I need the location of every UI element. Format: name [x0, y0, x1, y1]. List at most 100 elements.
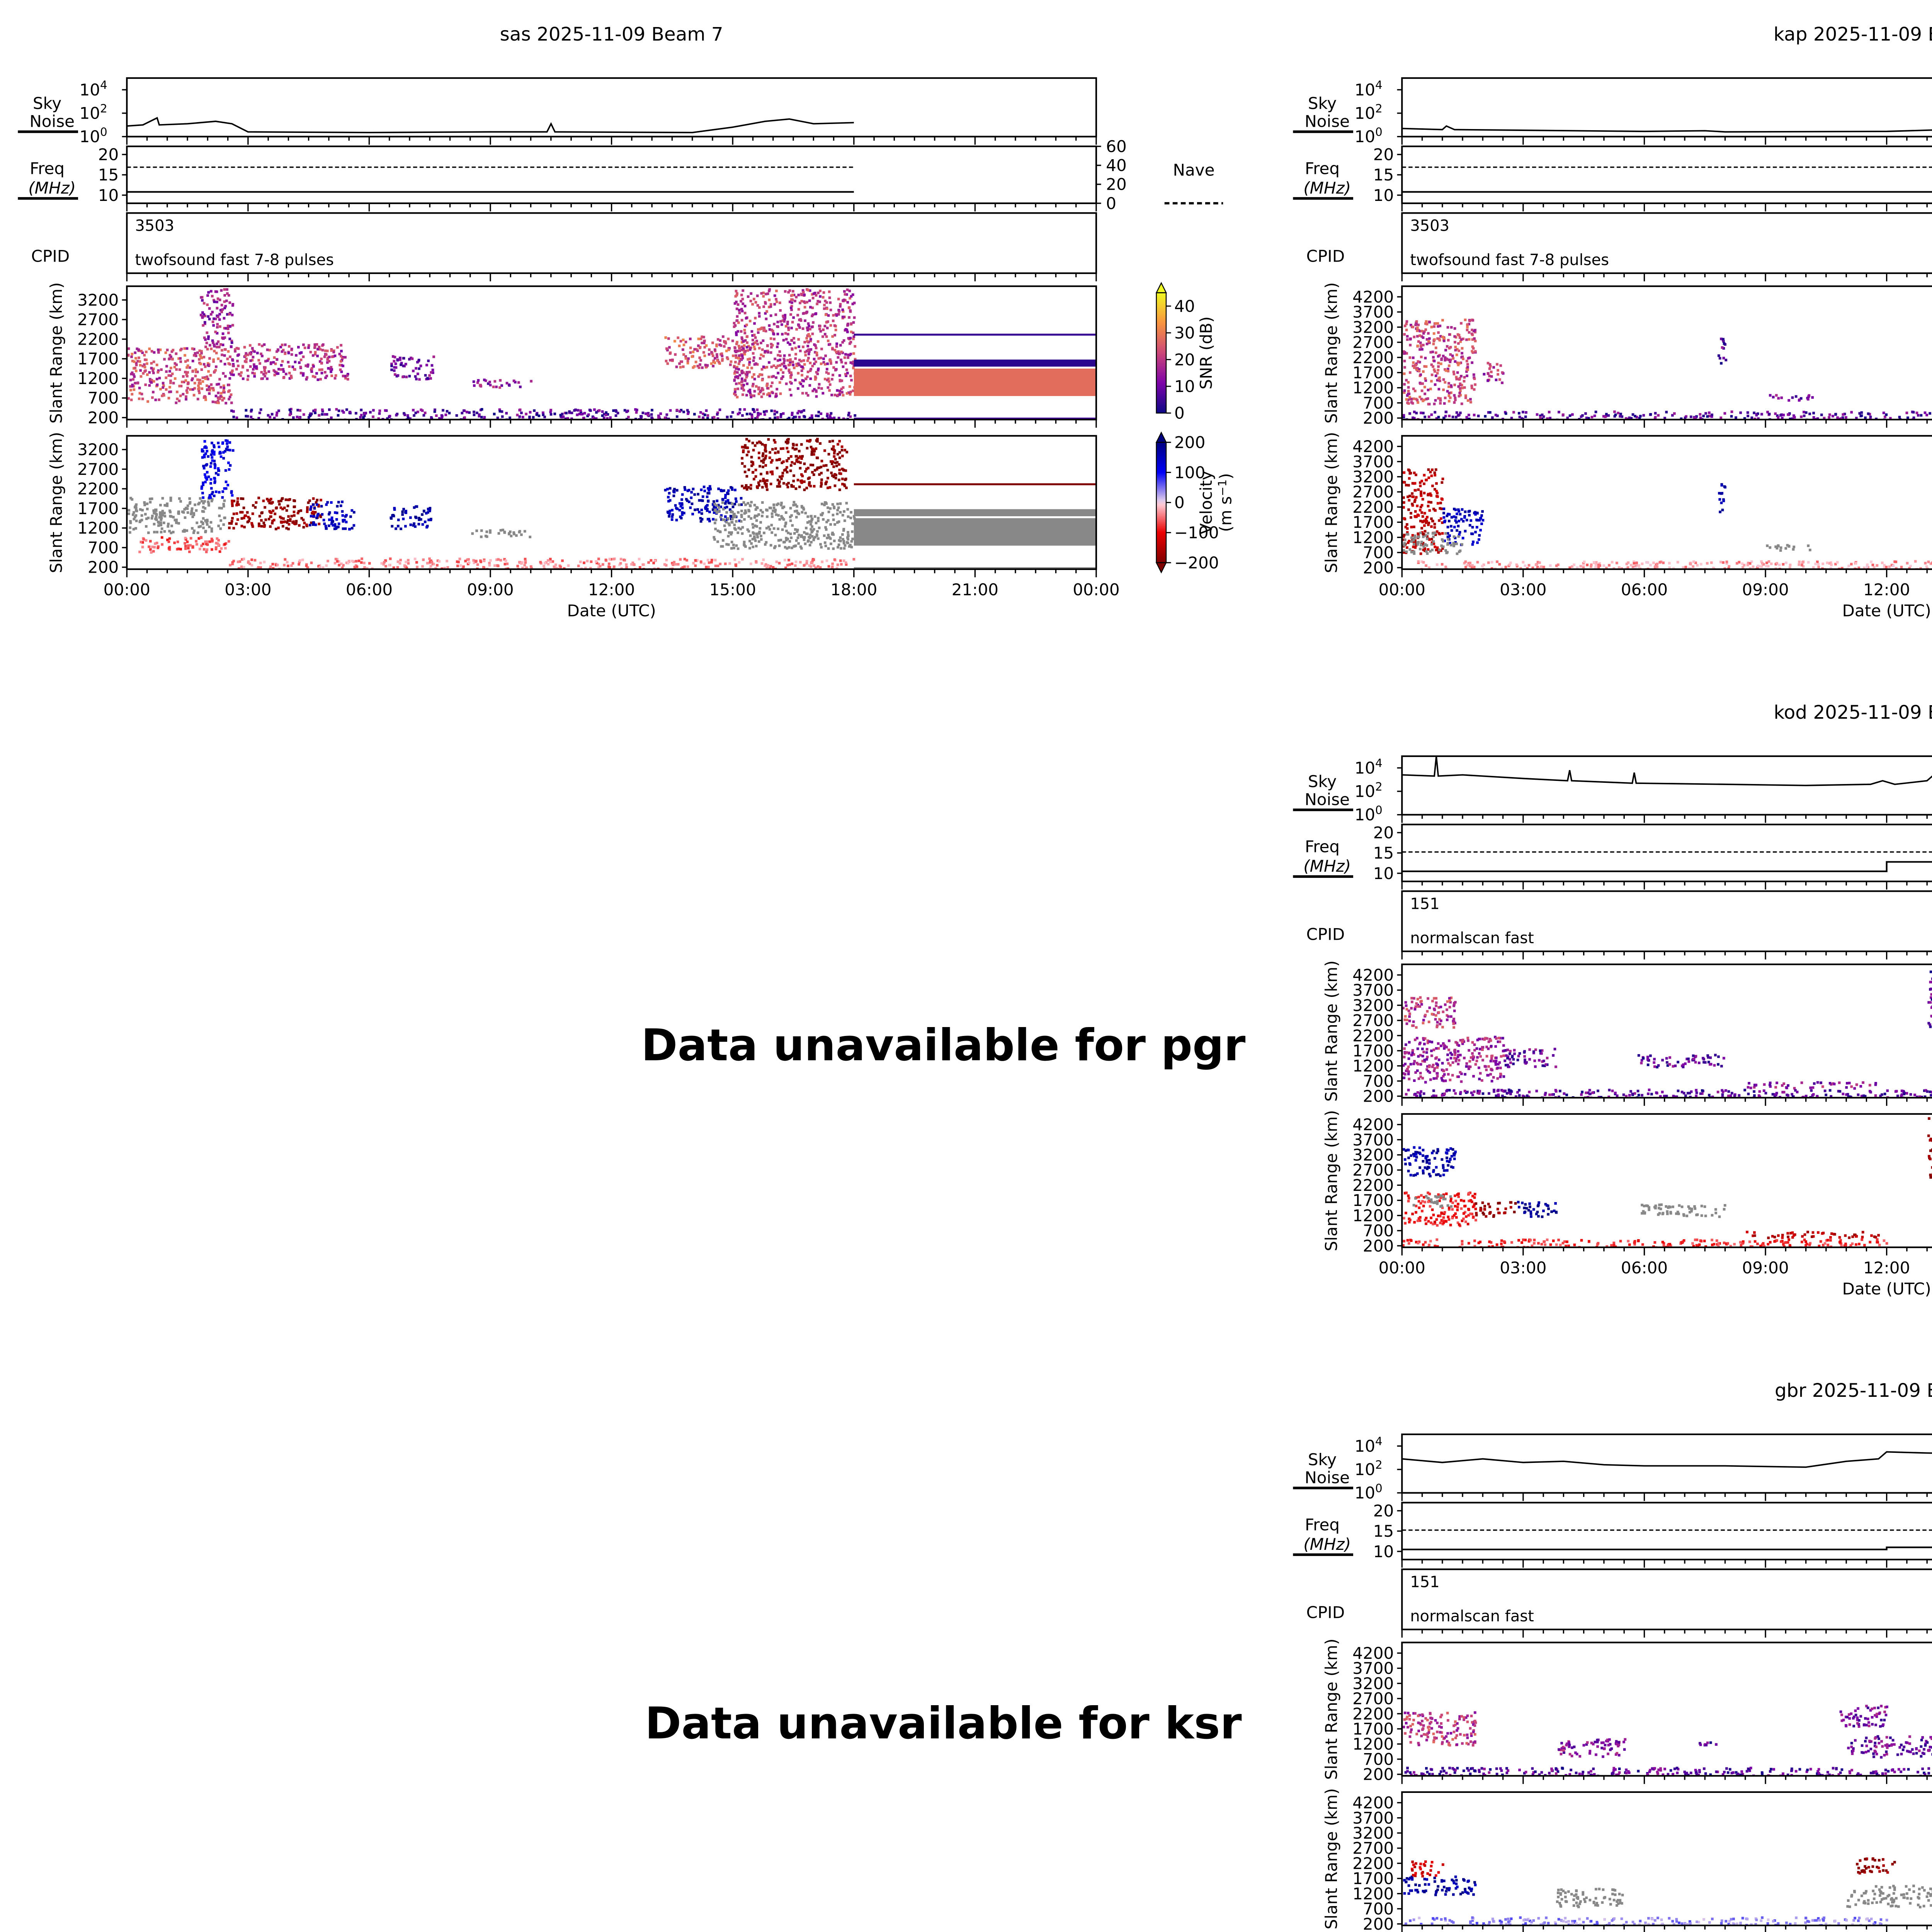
vel-cell — [156, 546, 160, 549]
vel-cell — [815, 522, 818, 524]
snr-cell — [129, 385, 132, 388]
vel-cell — [755, 525, 758, 528]
snr-cell — [363, 414, 366, 417]
vel-cell — [696, 559, 699, 562]
vel-cell — [241, 511, 244, 514]
vel-cell — [692, 562, 695, 565]
snr-cell — [1466, 399, 1469, 402]
snr-cell — [1470, 386, 1473, 389]
snr-cell — [204, 338, 207, 341]
vel-cell — [281, 507, 284, 510]
snr-cell — [674, 353, 677, 356]
vel-cell — [206, 523, 209, 526]
snr-cell — [733, 366, 736, 369]
snr-cell — [776, 359, 779, 362]
snr-cell — [246, 378, 249, 381]
snr-cell — [798, 359, 801, 362]
vel-cell — [813, 485, 816, 488]
vel-cell — [333, 524, 337, 527]
snr-cell — [736, 413, 740, 415]
snr-cell — [1464, 318, 1467, 321]
snr-cell — [806, 301, 808, 304]
vel-cell — [685, 498, 688, 501]
snr-cell — [1461, 352, 1464, 355]
snr-cell — [1437, 369, 1440, 372]
snr-cell — [207, 385, 211, 388]
snr-cell — [1437, 397, 1440, 400]
vel-cell — [680, 567, 683, 570]
snr-cell — [346, 374, 349, 377]
snr-cell — [259, 408, 262, 411]
vel-cell — [764, 479, 767, 482]
vel-cell — [211, 452, 214, 455]
snr-cell — [228, 383, 231, 386]
snr-cell — [851, 293, 854, 296]
snr-cell — [1416, 344, 1419, 347]
vel-cell — [780, 515, 783, 518]
vel-cell — [140, 514, 143, 517]
vel-cell — [831, 462, 833, 465]
vel-cell — [313, 507, 316, 510]
nave-tick-label: 20 — [1106, 175, 1127, 194]
vel-cell — [184, 547, 187, 550]
vel-cell — [772, 566, 775, 569]
vel-cell — [254, 506, 257, 509]
snr-cell — [172, 349, 175, 352]
snr-cell — [773, 410, 776, 413]
snr-cell — [138, 397, 141, 400]
snr-cell — [224, 348, 227, 351]
snr-cell — [742, 364, 745, 367]
vel-cell — [789, 455, 793, 458]
snr-cell — [1434, 346, 1437, 349]
snr-cell — [753, 333, 756, 337]
snr-cell — [735, 382, 738, 385]
snr-cell — [1425, 338, 1429, 341]
snr-cell — [130, 398, 133, 401]
vel-cell — [801, 506, 803, 509]
vel-cell — [832, 514, 835, 517]
snr-cell — [201, 315, 204, 318]
snr-cell — [1405, 322, 1408, 325]
snr-cell — [223, 317, 226, 320]
snr-cell — [580, 413, 583, 416]
snr-cell — [138, 392, 141, 395]
vel-cell — [516, 565, 519, 568]
vel-cell — [734, 488, 736, 492]
snr-cell — [396, 374, 400, 377]
snr-cell — [416, 361, 419, 364]
snr-cell — [703, 346, 706, 349]
vel-cell — [413, 522, 416, 525]
snr-cell — [232, 373, 235, 376]
snr-cell — [744, 373, 747, 376]
snr-cell — [1437, 325, 1440, 328]
vel-cell — [202, 481, 205, 484]
snr-cell — [842, 386, 845, 389]
vel-cell — [202, 526, 205, 529]
snr-cell — [1424, 379, 1427, 382]
snr-cell — [838, 310, 841, 313]
snr-cell — [235, 367, 238, 371]
vel-cell — [205, 476, 208, 480]
snr-cell — [718, 361, 720, 364]
snr-cell — [741, 310, 744, 313]
colorbar-tick-label: 100 — [1174, 463, 1205, 482]
snr-cell — [236, 354, 239, 357]
snr-cell — [403, 412, 405, 415]
snr-cell — [842, 394, 845, 397]
snr-cell — [1431, 350, 1434, 354]
snr-cell — [267, 414, 270, 417]
snr-cell — [673, 340, 676, 343]
sky-noise-line — [1402, 125, 1932, 133]
vel-cell — [128, 531, 131, 534]
vel-cell — [233, 500, 236, 503]
snr-cell — [302, 413, 305, 416]
vel-cell — [421, 523, 424, 526]
snr-cell — [224, 327, 228, 330]
snr-cell — [752, 359, 755, 362]
snr-cell — [657, 416, 660, 419]
snr-cell — [1442, 388, 1445, 391]
vel-cell — [601, 563, 604, 566]
snr-cell — [827, 314, 830, 317]
vel-cell — [218, 491, 221, 494]
vel-cell — [186, 507, 189, 510]
